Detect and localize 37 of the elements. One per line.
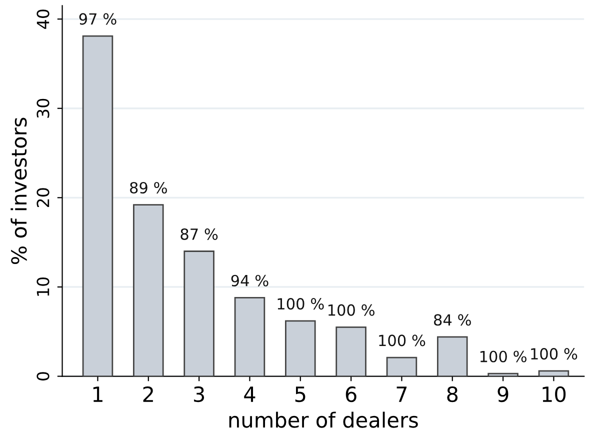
bar	[436, 336, 468, 376]
bar	[285, 320, 316, 376]
y-axis-title: % of investors	[10, 118, 27, 264]
x-tick-label: 2	[143, 386, 153, 402]
annotation: 87 %	[180, 228, 218, 240]
annotation: 100 %	[379, 334, 426, 346]
y-tick-label: 40	[36, 10, 50, 29]
x-axis-title: number of dealers	[229, 412, 418, 428]
annotation: 84 %	[434, 314, 471, 326]
bar	[488, 372, 518, 376]
y-tick-label: 30	[36, 98, 50, 118]
bar	[386, 356, 418, 376]
x-tick-label: 10	[542, 386, 566, 402]
bar	[133, 204, 164, 376]
bar	[538, 370, 570, 376]
annotation: 94 %	[231, 274, 268, 286]
y-tick-label: 20	[36, 188, 50, 208]
x-tick-label: 9	[498, 386, 508, 402]
x-tick-label: 4	[244, 386, 256, 402]
annotation: 89 %	[130, 182, 167, 194]
annotation: 100 %	[531, 348, 578, 360]
x-tick-label: 7	[396, 386, 407, 402]
annotation: 97 %	[79, 13, 116, 25]
bar	[336, 326, 366, 376]
x-tick-label: 8	[447, 386, 458, 402]
x-tick-label: 6	[346, 386, 356, 402]
x-tick-label: 1	[93, 386, 102, 402]
x-tick-label: 3	[194, 386, 204, 402]
annotation: 100 %	[480, 350, 526, 362]
bar	[184, 250, 214, 376]
annotation: 100 %	[328, 304, 374, 316]
annotation: 100 %	[278, 298, 324, 310]
x-tick-label: 5	[295, 386, 306, 402]
bar	[234, 296, 266, 376]
bar	[82, 35, 114, 376]
y-tick-label: 0	[36, 372, 50, 380]
y-tick-label: 10	[36, 277, 50, 296]
